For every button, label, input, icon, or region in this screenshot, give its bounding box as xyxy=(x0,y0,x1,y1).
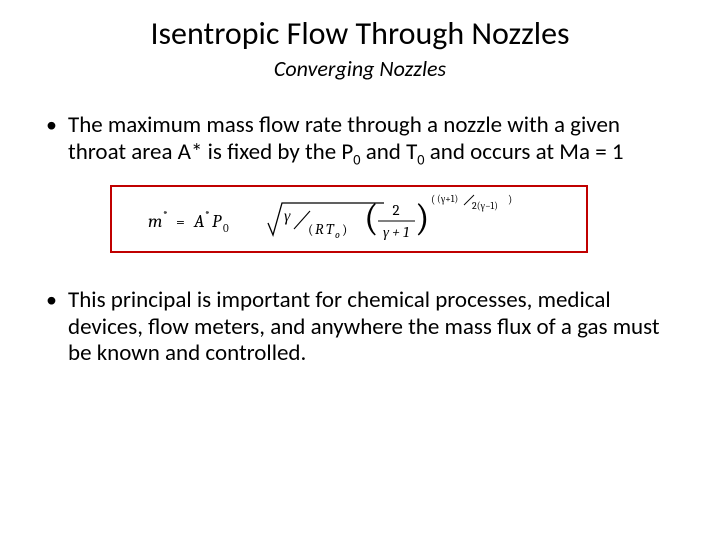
eq-m: m xyxy=(148,211,162,232)
eq-gp1: γ + 1 xyxy=(383,223,409,241)
bullet-list: This principal is important for chemical… xyxy=(36,287,684,366)
equation-group: m * = A * P 0 γ ( R T o ) ( 2 xyxy=(148,193,512,241)
eq-rp: ) xyxy=(342,221,347,238)
equation-svg: m * = A * P 0 γ ( R T o ) ( 2 xyxy=(112,187,586,251)
eq-T: T xyxy=(326,220,335,238)
eq-exp-num: (γ+1) xyxy=(437,193,458,205)
slide-title: Isentropic Flow Through Nozzles xyxy=(36,16,684,51)
eq-equals: = xyxy=(176,213,185,231)
eq-gamma: γ xyxy=(284,207,291,225)
bullet-text: and occurs at Ma = 1 xyxy=(425,138,624,166)
subscript: 0 xyxy=(353,150,360,168)
bullet-text: and T xyxy=(361,138,418,166)
bullet-text: This principal is important for chemical… xyxy=(68,286,660,367)
eq-exp-close: ) xyxy=(508,193,512,206)
slide: Isentropic Flow Through Nozzles Convergi… xyxy=(0,0,720,540)
eq-P: P xyxy=(212,211,222,232)
eq-two: 2 xyxy=(392,201,399,219)
list-item: The maximum mass flow rate through a noz… xyxy=(46,112,680,165)
eq-A: A xyxy=(193,211,205,232)
open-paren-icon: ( xyxy=(364,196,379,240)
eq-R: R xyxy=(315,220,324,238)
equation-box: m * = A * P 0 γ ( R T o ) ( 2 xyxy=(110,185,588,253)
eq-P0: 0 xyxy=(223,222,229,235)
eq-mstar: * xyxy=(163,209,168,222)
eq-lp: ( xyxy=(308,221,313,238)
eq-Astar: * xyxy=(205,209,210,222)
subscript: 0 xyxy=(417,150,424,168)
eq-exp-open: ( xyxy=(431,193,435,206)
eq-To: o xyxy=(335,229,340,241)
bullet-list: The maximum mass flow rate through a noz… xyxy=(36,112,684,165)
close-paren-icon: ) xyxy=(415,196,430,240)
eq-exp-den: 2(γ−1) xyxy=(472,200,498,212)
slide-subtitle: Converging Nozzles xyxy=(36,55,684,82)
list-item: This principal is important for chemical… xyxy=(46,287,680,366)
